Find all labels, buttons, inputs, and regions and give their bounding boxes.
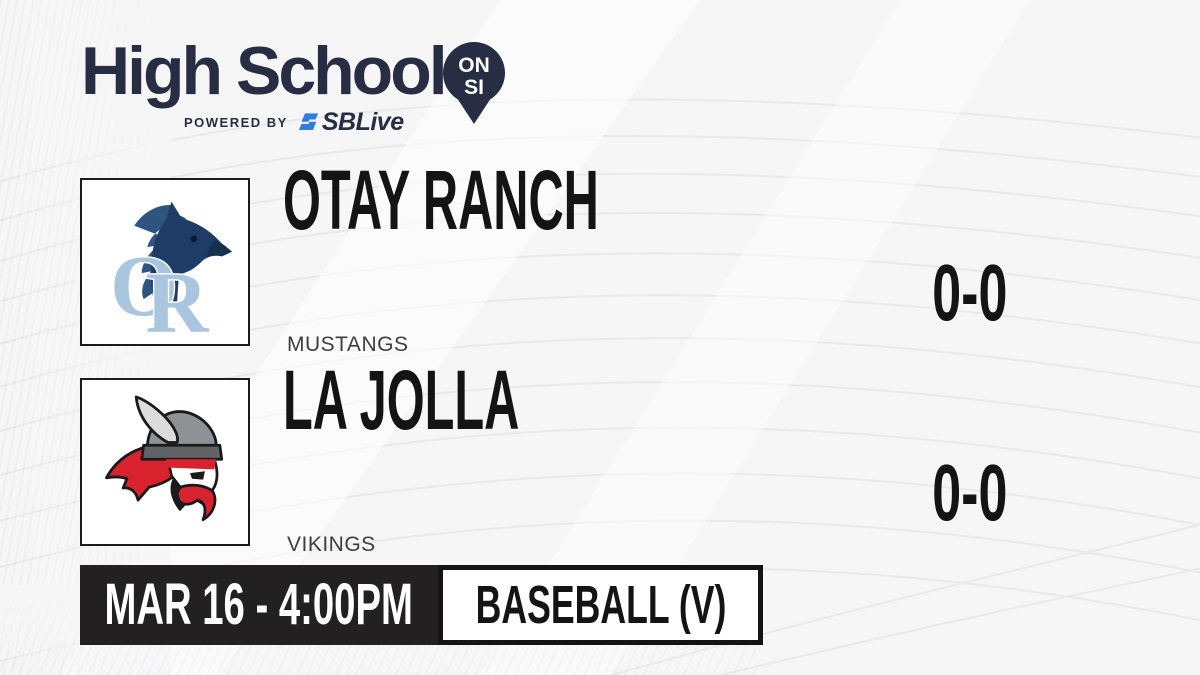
sblive-logo: SBLive (298, 108, 404, 137)
game-datetime-badge: MAR 16 - 4:00PM (80, 565, 438, 645)
powered-by-label: POWERED BY (184, 115, 288, 130)
team-record: 0-0 (850, 453, 1090, 533)
team-mascot: MUSTANGS (287, 333, 409, 356)
team-record-value: 0-0 (932, 448, 1008, 537)
team-name: OTAY RANCH (283, 153, 599, 247)
team-mascot: VIKINGS (287, 533, 376, 556)
svg-text:R: R (145, 254, 209, 341)
pin-text-on: ON (458, 54, 490, 77)
sblive-wordmark: SBLive (321, 108, 404, 136)
la-jolla-viking-logo-icon (105, 395, 224, 522)
team-name: LA JOLLA (283, 353, 520, 447)
team-logo-box (80, 378, 250, 546)
on-si-pin-icon: ON SI (443, 42, 505, 124)
otay-ranch-horse-logo-icon: O R (109, 201, 232, 341)
sblive-s-icon (298, 112, 318, 130)
matchup-footer: MAR 16 - 4:00PM BASEBALL (V) (80, 565, 763, 645)
brand-title: High School (81, 33, 448, 109)
game-datetime: MAR 16 - 4:00PM (104, 572, 414, 637)
team-record-value: 0-0 (932, 248, 1008, 337)
svg-text:O: O (110, 237, 178, 334)
game-event-badge: BASEBALL (V) (438, 565, 763, 645)
team-logo-box: O R (80, 178, 250, 346)
team-record: 0-0 (850, 253, 1090, 333)
game-event: BASEBALL (V) (475, 575, 726, 635)
pin-text-si: SI (464, 76, 484, 99)
powered-by-row: POWERED BY SBLive (184, 108, 404, 137)
